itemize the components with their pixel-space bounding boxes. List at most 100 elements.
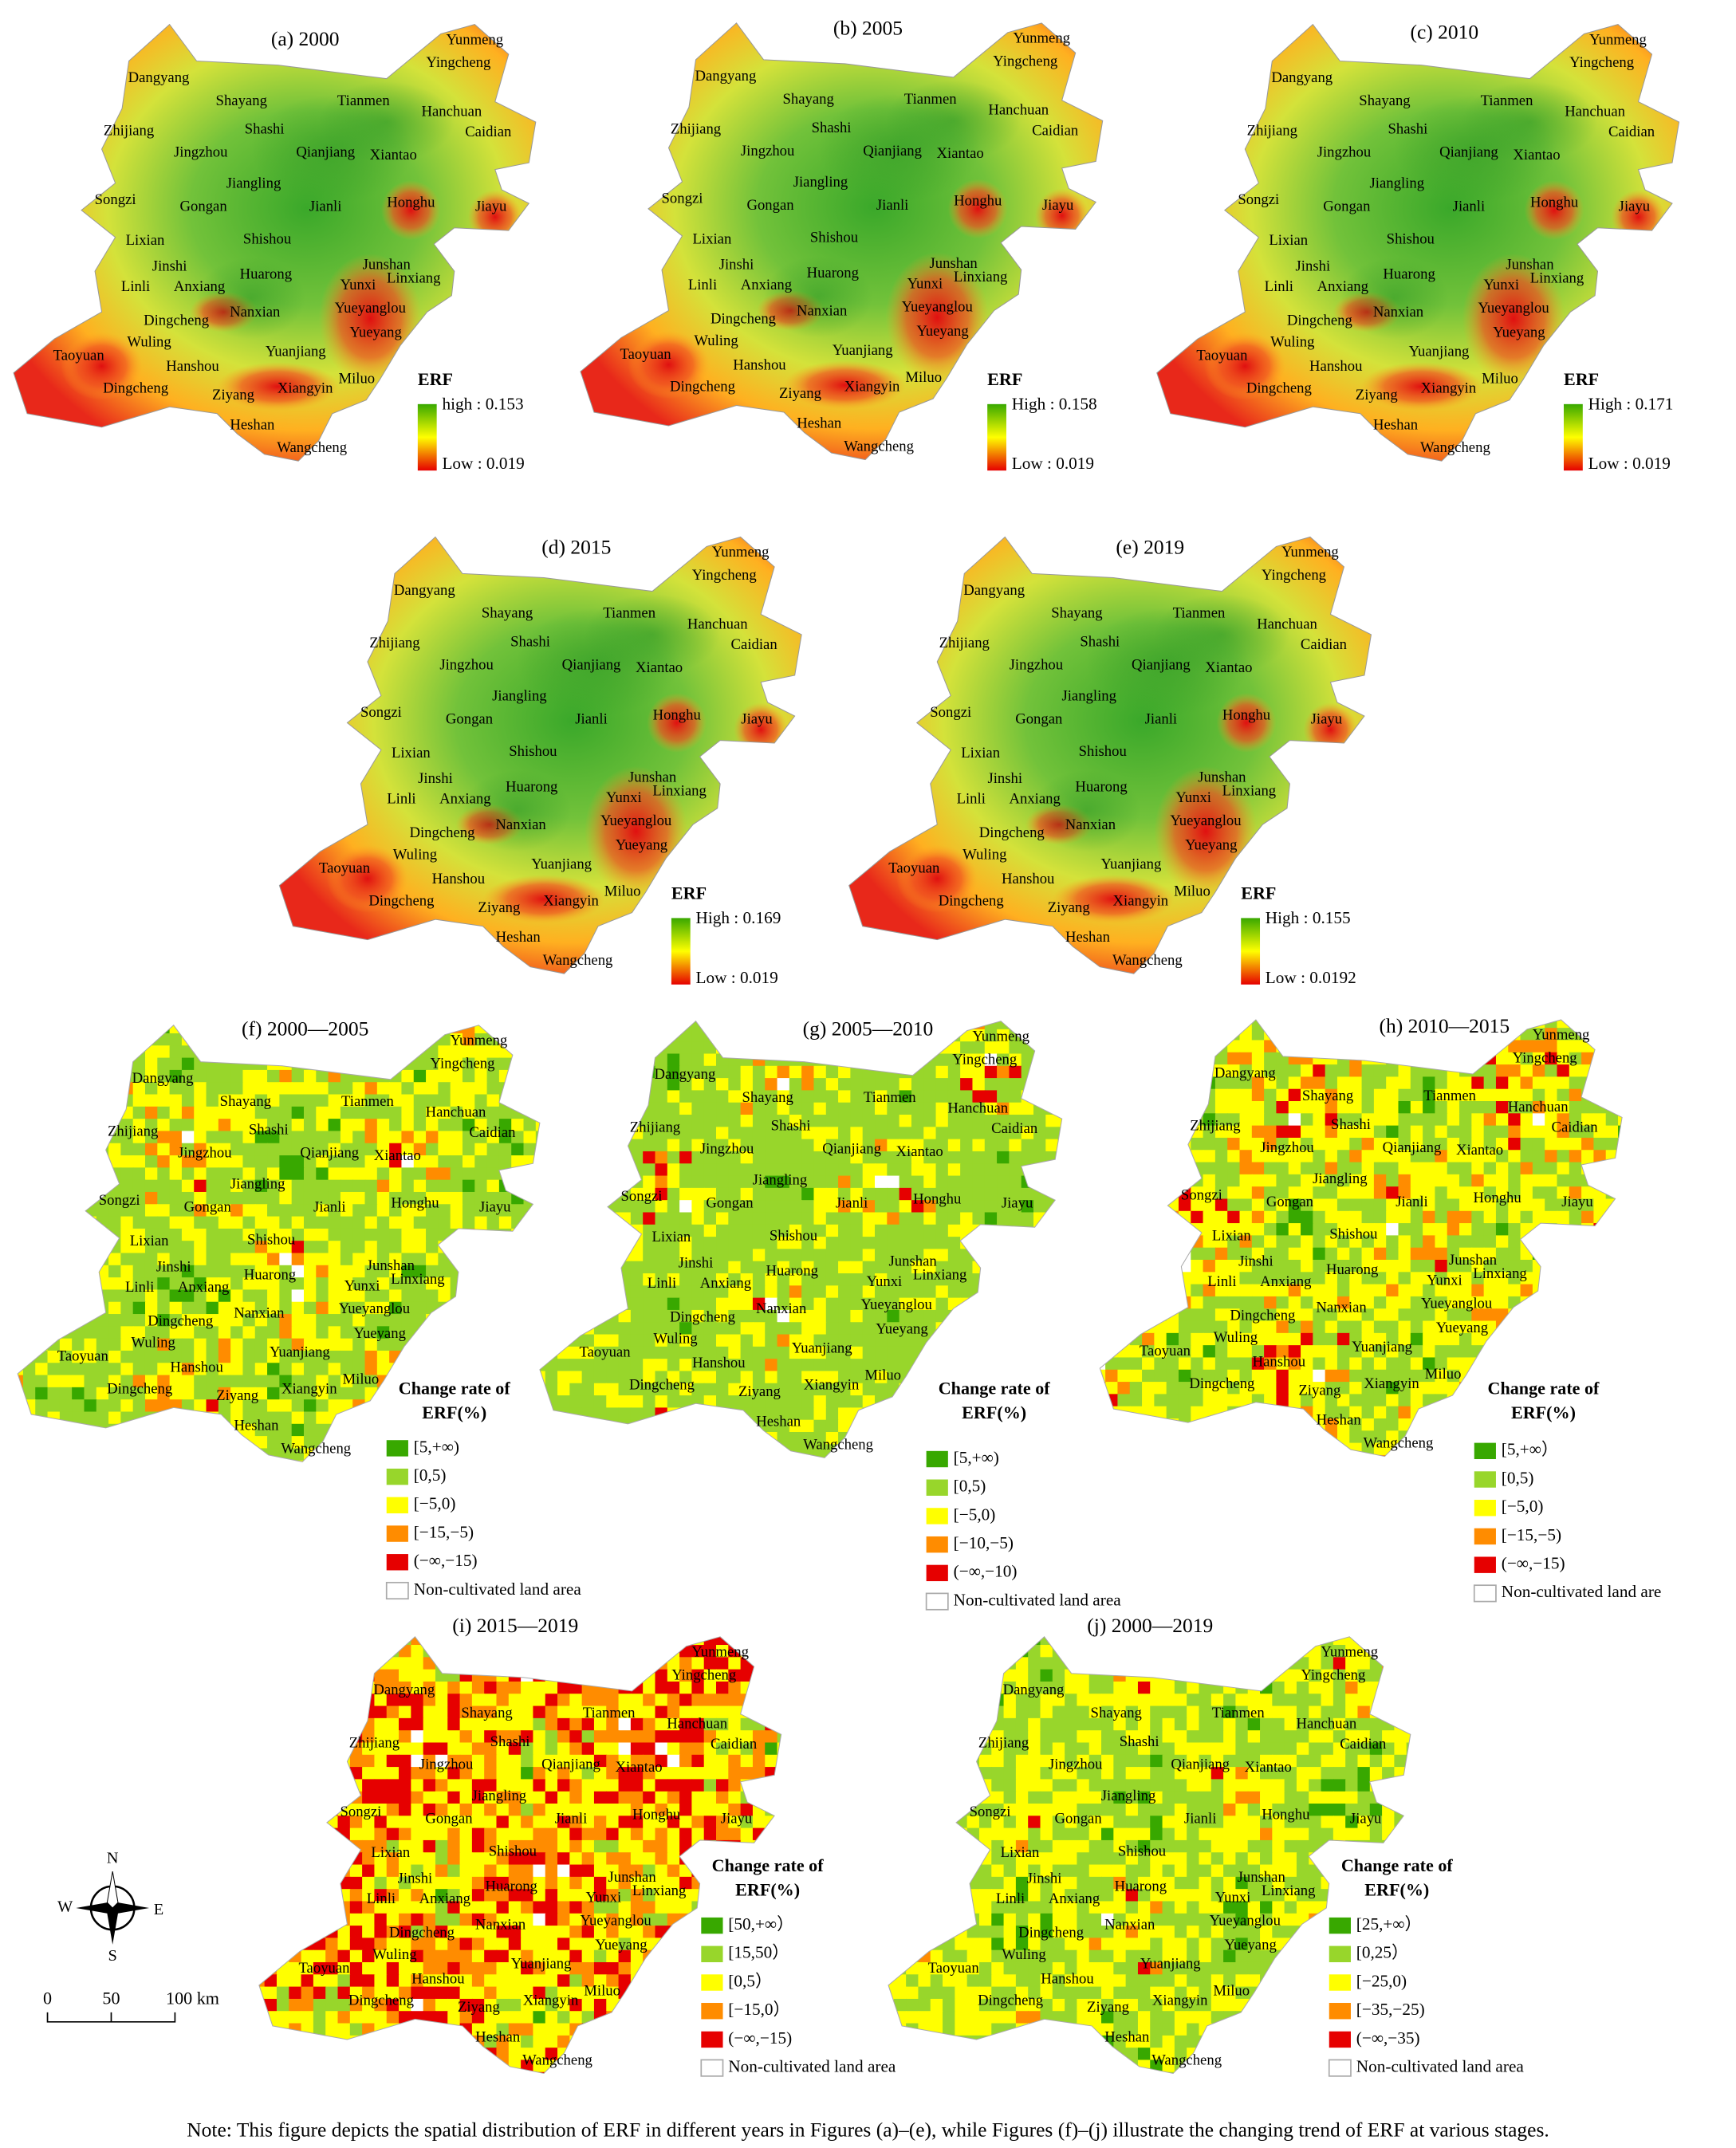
mosaic-cell: [740, 1395, 754, 1409]
mosaic-cell: [1325, 1040, 1338, 1053]
mosaic-cell: [523, 1167, 537, 1181]
mosaic-cell: [899, 1237, 912, 1250]
legend-bar: [987, 403, 1006, 471]
place-name: Shashi: [1388, 121, 1427, 138]
mosaic-cell: [1398, 1320, 1411, 1334]
mosaic-cell: [364, 1436, 378, 1450]
mosaic-cell: [716, 1041, 730, 1055]
mosaic-cell: [1154, 1019, 1167, 1029]
mosaic-cell: [413, 1228, 427, 1242]
mosaic-cell: [132, 1119, 146, 1132]
mosaic-cell: [194, 1045, 207, 1059]
mosaic-cell: [108, 1025, 122, 1034]
mosaic-cell: [825, 1395, 839, 1409]
mosaic-cell: [254, 1167, 268, 1181]
mosaic-cell: [618, 1065, 632, 1079]
place-name: Caidian: [465, 124, 512, 140]
mosaic-cell: [1117, 1284, 1131, 1297]
mosaic-cell: [581, 1346, 595, 1360]
mosaic-cell: [667, 1432, 680, 1446]
mosaic-cell: [157, 1106, 171, 1119]
mosaic-cell: [1100, 1040, 1106, 1053]
mosaic-cell: [1178, 1088, 1192, 1102]
mosaic-cell: [1336, 1296, 1351, 1310]
mosaic-cell: [108, 1191, 122, 1206]
mosaic-cell: [279, 1326, 293, 1340]
mosaic-cell: [1057, 1065, 1062, 1079]
mosaic-cell: [535, 1399, 540, 1413]
mosaic-cell: [716, 1237, 730, 1250]
mosaic-cell: [1142, 1357, 1155, 1371]
mosaic-cell: [1545, 1235, 1558, 1249]
mosaic-cell: [1276, 1345, 1289, 1359]
mosaic-cell: [557, 1309, 571, 1324]
mosaic-cell: [984, 1187, 998, 1202]
mosaic-cell: [376, 1265, 390, 1278]
mosaic-cell: [364, 1216, 378, 1229]
mosaic-cell: [984, 1309, 998, 1324]
mosaic-cell: [1276, 1357, 1289, 1371]
mosaic-cell: [267, 1045, 281, 1059]
mosaic-cell: [777, 1249, 790, 1262]
mosaic-cell: [389, 1399, 403, 1413]
mosaic-cell: [169, 1057, 183, 1071]
mosaic-cell: [328, 1338, 341, 1351]
place-name: Jingzhou: [178, 1145, 232, 1162]
mosaic-cell: [72, 1460, 85, 1462]
mosaic-cell: [1251, 1198, 1265, 1212]
mosaic-cell: [1471, 1040, 1485, 1053]
mosaic-cell: [777, 1163, 790, 1177]
mosaic-cell: [1410, 1296, 1423, 1310]
mosaic-cell: [376, 1033, 390, 1047]
note: Note: This figure depicts the spatial di…: [187, 2118, 1549, 2141]
mosaic-cell: [1191, 1332, 1204, 1347]
mosaic-cell: [316, 1338, 329, 1351]
mosaic-cell: [1288, 1125, 1301, 1139]
mosaic-cell: [364, 1423, 378, 1437]
mosaic-cell: [218, 1350, 231, 1364]
mosaic-cell: [413, 1338, 427, 1351]
mosaic-cell: [352, 1399, 366, 1413]
mosaic-cell: [157, 1448, 171, 1462]
mosaic-cell: [899, 1285, 912, 1299]
mosaic-cell: [801, 1102, 815, 1115]
mosaic-cell: [1191, 1088, 1204, 1102]
mosaic-cell: [181, 1363, 195, 1376]
place-name: Lixian: [961, 745, 1000, 761]
place-name: Songzi: [360, 704, 402, 721]
mosaic-cell: [1251, 1101, 1265, 1115]
mosaic-cell: [1520, 1162, 1533, 1175]
mosaic-cell: [389, 1411, 403, 1425]
mosaic-cell: [593, 1163, 608, 1177]
mosaic-cell: [752, 1237, 766, 1250]
mosaic-cell: [1288, 1019, 1301, 1029]
mosaic-cell: [389, 1253, 403, 1266]
place-name: Jiangling: [492, 687, 547, 704]
mosaic-cell: [84, 1314, 97, 1328]
mosaic-cell: [1545, 1101, 1558, 1115]
mosaic-cell: [328, 1241, 341, 1254]
mosaic-cell: [1154, 1028, 1167, 1041]
mosaic-cell: [691, 1297, 705, 1311]
mosaic-cell: [703, 1419, 717, 1433]
mosaic-cell: [291, 1289, 305, 1303]
mosaic-cell: [1191, 1076, 1204, 1090]
place-name: Dingcheng: [670, 1308, 735, 1325]
mosaic-cell: [1009, 1041, 1022, 1055]
mosaic-cell: [935, 1139, 949, 1152]
mosaic-cell: [254, 1253, 268, 1266]
hot-spot: [896, 844, 978, 913]
mosaic-cell: [789, 1444, 803, 1458]
mosaic-cell: [875, 1359, 888, 1372]
mosaic-cell: [1605, 1272, 1619, 1285]
mosaic-cell: [801, 1078, 815, 1092]
mosaic-cell: [1045, 1115, 1059, 1128]
mosaic-cell: [1495, 1052, 1510, 1065]
mosaic-cell: [911, 1395, 925, 1409]
mosaic-cell: [557, 1285, 571, 1299]
mosaic-cell: [316, 1460, 329, 1462]
place-name: Yueyanglou: [335, 300, 407, 317]
mosaic-cell: [667, 1309, 680, 1324]
mosaic-cell: [120, 1191, 134, 1206]
mosaic-cell: [606, 1407, 620, 1421]
